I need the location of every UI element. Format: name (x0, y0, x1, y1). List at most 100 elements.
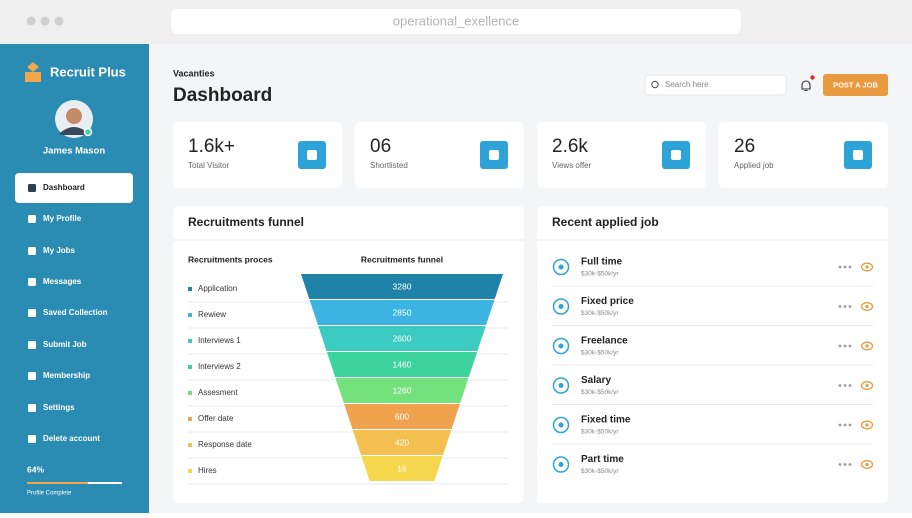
view-icon-pupil (865, 304, 869, 309)
menu-icon (28, 341, 36, 349)
job-title[interactable]: Fixed time (581, 415, 631, 426)
job-title[interactable]: Part time (581, 454, 624, 465)
funnel-segment (301, 274, 503, 299)
online-dot (83, 127, 93, 137)
column-header: Recruitments funnel (361, 254, 443, 264)
stat-value: 06 (370, 136, 391, 157)
profile-percent: 64% (27, 464, 44, 474)
job-icon (552, 377, 570, 394)
avatar-face (66, 108, 82, 124)
job-icon (552, 258, 570, 276)
legend-bullet (188, 313, 192, 317)
job-icon-core (558, 343, 564, 349)
more-dot (843, 384, 847, 387)
menu-item[interactable]: Membership (43, 371, 90, 380)
menu-item[interactable]: Submit Job (43, 340, 87, 349)
menu-item[interactable]: Dashboard (43, 183, 85, 192)
stat-card (355, 122, 524, 188)
more-dot (838, 305, 842, 308)
view-icon[interactable] (860, 381, 874, 390)
menu-item[interactable]: Delete account (43, 434, 100, 443)
funnel-value: 1460 (393, 359, 412, 369)
menu-icon (28, 247, 36, 255)
job-icon-core (558, 304, 564, 309)
more-dot (848, 265, 852, 269)
more-dot (843, 463, 847, 466)
bell-badge (810, 75, 815, 80)
legend-bullet (188, 365, 192, 369)
window-dot (40, 16, 50, 26)
job-icon-core (558, 383, 564, 388)
menu-active-bg (15, 173, 133, 203)
view-icon-pupil (865, 383, 869, 388)
window-dot (26, 16, 36, 26)
job-icon (552, 337, 570, 355)
view-icon[interactable] (860, 341, 874, 351)
view-icon[interactable] (860, 460, 874, 469)
url-text: operational_exellence (393, 13, 519, 28)
view-icon[interactable] (860, 302, 874, 311)
bell-icon[interactable] (801, 80, 811, 92)
menu-item[interactable]: My Jobs (43, 246, 76, 255)
brand-name: Recruit Plus (50, 64, 126, 79)
job-salary: $30k-$50k/yr (581, 429, 619, 436)
more-dot (848, 344, 852, 348)
more-dot (848, 305, 852, 308)
stage-label: Rewiew (198, 310, 226, 319)
menu-icon (28, 309, 36, 317)
avatar-body (60, 127, 88, 135)
stage-label: Interviews 1 (198, 336, 241, 345)
job-icon (552, 456, 570, 473)
profile-caption: Profile Complete (27, 491, 72, 497)
more-dot (848, 384, 852, 387)
job-title[interactable]: Freelance (581, 336, 628, 347)
stat-label: Total Visitor (188, 161, 230, 170)
window-dot (54, 16, 64, 26)
stat-value: 2.6k (552, 136, 588, 157)
job-title[interactable]: Salary (581, 375, 611, 386)
view-icon[interactable] (860, 420, 874, 430)
stat-label: Shortlisted (370, 161, 408, 170)
menu-icon (28, 435, 36, 443)
job-salary: $30k-$50k/yr (581, 389, 619, 396)
more-dot (848, 423, 852, 427)
view-icon[interactable] (860, 262, 874, 272)
funnel-segment (335, 378, 469, 403)
stage-label: Interviews 2 (198, 362, 241, 371)
funnel-segment (326, 352, 478, 377)
job-icon (552, 298, 570, 315)
stat-value: 26 (734, 136, 755, 157)
menu-item[interactable]: Messages (43, 277, 82, 286)
legend-bullet (188, 417, 192, 421)
job-icon-core (558, 264, 564, 270)
stat-card (537, 122, 706, 188)
more-dot (843, 305, 847, 308)
more-dot (838, 265, 842, 269)
column-header: Recruitments proces (188, 254, 273, 264)
legend-bullet (188, 469, 192, 473)
job-title[interactable]: Fixed price (581, 296, 634, 307)
menu-item[interactable]: Saved Collection (43, 308, 108, 317)
panel-title: Recent applied job (552, 215, 659, 229)
job-salary: $30k-$50k/yr (581, 350, 619, 357)
menu-item[interactable]: Settings (43, 403, 75, 412)
menu-item[interactable]: My Profile (43, 214, 82, 223)
url-bar[interactable] (171, 9, 741, 34)
more-dot (843, 265, 847, 269)
page-title: Dashboard (173, 85, 272, 106)
funnel-value: 3280 (393, 281, 412, 291)
post-job-btn[interactable] (823, 74, 888, 96)
funnel-value: 600 (395, 411, 409, 421)
job-title[interactable]: Full time (581, 257, 623, 268)
legend-bullet (188, 391, 192, 395)
view-icon-pupil (865, 462, 869, 467)
search-box[interactable] (644, 74, 787, 96)
post-job-label[interactable]: POST A JOB (833, 80, 878, 89)
more-dot (848, 463, 852, 466)
more-dot (838, 344, 842, 348)
funnel-segment (318, 326, 486, 351)
view-icon-pupil (865, 344, 869, 348)
view-icon-pupil (865, 423, 869, 427)
panel-title: Recruitments funnel (188, 215, 304, 229)
